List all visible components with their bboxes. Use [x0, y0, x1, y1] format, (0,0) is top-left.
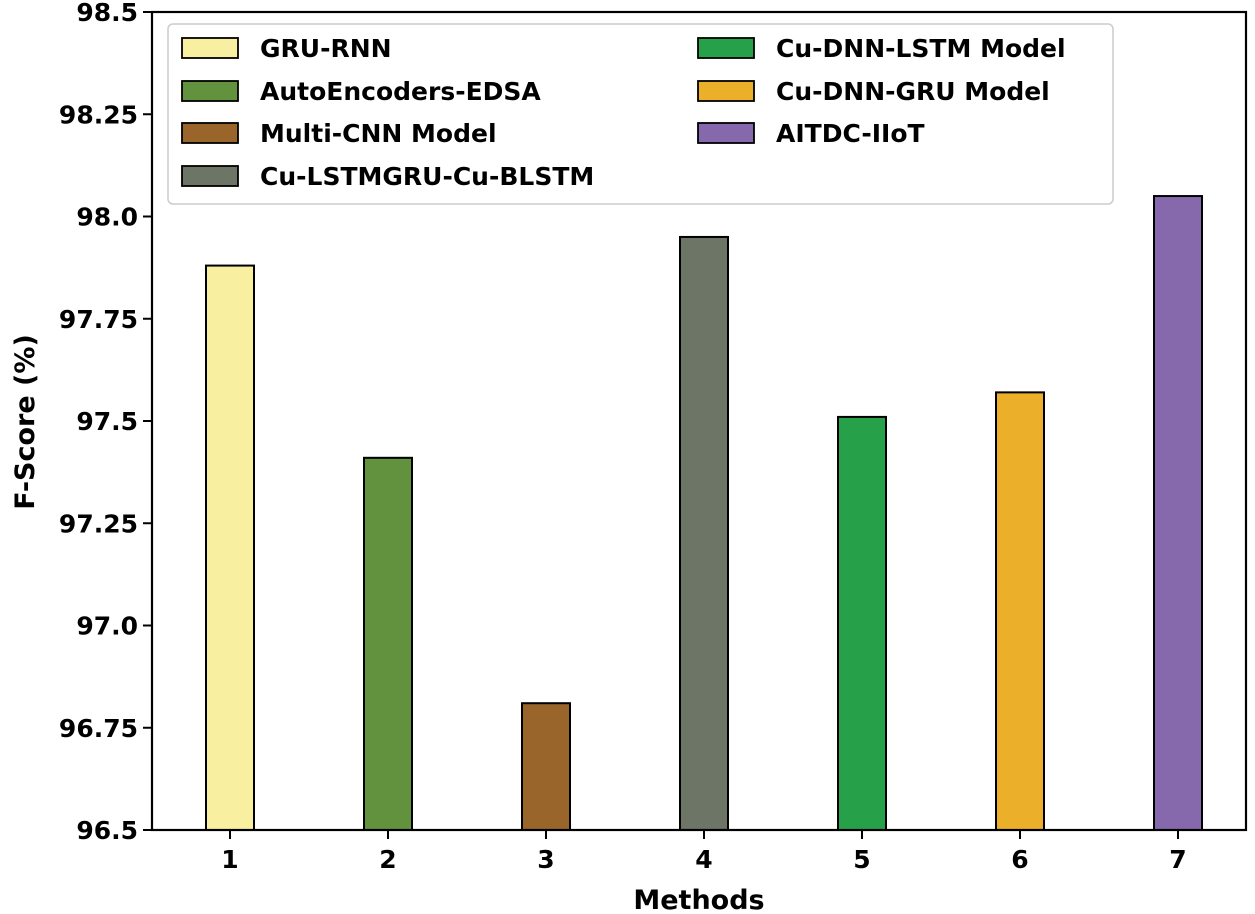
x-tick-label: 1: [221, 845, 238, 874]
y-axis-label: F-Score (%): [10, 334, 41, 510]
bar-2: [363, 456, 413, 831]
bars-group: [205, 195, 1203, 832]
bar-4: [679, 235, 729, 831]
legend-swatch: [181, 37, 239, 59]
legend-entry-label: Multi-CNN Model: [260, 119, 497, 148]
legend-box: [167, 23, 1114, 205]
y-tick-label: 97.25: [59, 509, 138, 538]
y-tick-label: 98.5: [76, 0, 138, 27]
y-ticks-group: 96.5 96.75 97.0 97.25 97.5 97.75 98.0 98.25 98.5: [59, 0, 152, 845]
legend-entry-label: Cu-LSTMGRU-Cu-BLSTM: [260, 162, 594, 191]
x-axis-label: Methods: [633, 885, 764, 914]
y-tick-label: 97.5: [76, 407, 138, 436]
x-ticks-group: 1 2 3 4 5 6 7: [221, 830, 1187, 874]
legend-swatch: [181, 165, 239, 187]
y-tick-label: 96.5: [76, 816, 138, 845]
y-tick-label: 96.75: [59, 714, 138, 743]
legend-swatch: [181, 122, 239, 144]
x-tick-label: 7: [1169, 845, 1186, 874]
x-tick-label: 6: [1011, 845, 1028, 874]
y-tick-label: 97.75: [59, 305, 138, 334]
x-tick-label: 2: [379, 845, 396, 874]
x-tick-label: 3: [537, 845, 554, 874]
bar-6: [995, 391, 1045, 831]
x-tick-label: 4: [695, 845, 712, 874]
legend-entry-label: GRU-RNN: [260, 34, 392, 63]
legend-entry-label: Cu-DNN-GRU Model: [776, 77, 1050, 106]
legend-entry-label: AutoEncoders-EDSA: [260, 77, 541, 106]
y-tick-label: 98.25: [59, 100, 138, 129]
legend-swatch: [697, 80, 755, 102]
y-tick-label: 97.0: [76, 612, 138, 641]
legend-entry-label: AITDC-IIoT: [776, 119, 925, 148]
x-tick-label: 5: [853, 845, 870, 874]
y-tick-label: 98.0: [76, 203, 138, 232]
legend-swatch: [697, 37, 755, 59]
bar-1: [205, 264, 255, 831]
legend-entry-label: Cu-DNN-LSTM Model: [776, 34, 1066, 63]
bar-7: [1153, 195, 1203, 832]
bar-5: [837, 415, 887, 831]
legend-swatch: [697, 122, 755, 144]
legend-swatch: [181, 80, 239, 102]
legend: GRU-RNN AutoEncoders-EDSA Multi-CNN Model C…: [167, 23, 1114, 205]
bar-3: [521, 702, 571, 832]
